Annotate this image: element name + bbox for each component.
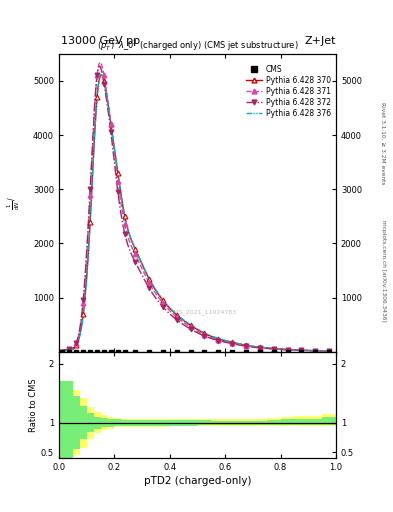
X-axis label: pTD2 (charged-only): pTD2 (charged-only) xyxy=(144,476,251,486)
Text: Rivet 3.1.10, ≥ 3.2M events: Rivet 3.1.10, ≥ 3.2M events xyxy=(381,102,386,185)
Title: $(p_T^D)^2\lambda\_0^2$ (charged only) (CMS jet substructure): $(p_T^D)^2\lambda\_0^2$ (charged only) (… xyxy=(97,38,298,53)
Y-axis label: Ratio to CMS: Ratio to CMS xyxy=(29,378,38,432)
Text: 13000 GeV pp: 13000 GeV pp xyxy=(61,36,140,46)
Text: Z+Jet: Z+Jet xyxy=(305,36,336,46)
Legend: CMS, Pythia 6.428 370, Pythia 6.428 371, Pythia 6.428 372, Pythia 6.428 376: CMS, Pythia 6.428 370, Pythia 6.428 371,… xyxy=(244,63,332,119)
Text: mcplots.cern.ch [arXiv:1306.3436]: mcplots.cern.ch [arXiv:1306.3436] xyxy=(381,221,386,322)
Text: CMS_2021_11924783: CMS_2021_11924783 xyxy=(169,309,237,315)
Y-axis label: $\mathrm{d}^2 N$
$\mathrm{d}\,p_T\,\mathrm{d}\lambda$

$\frac{1}{\mathrm{d}N}\,/: $\mathrm{d}^2 N$ $\mathrm{d}\,p_T\,\math… xyxy=(0,189,22,216)
